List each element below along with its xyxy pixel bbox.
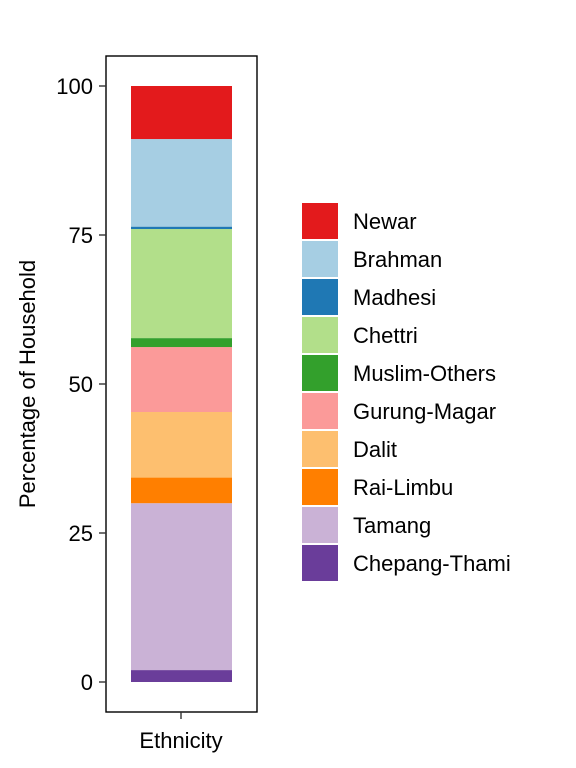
legend-label-chepang-thami: Chepang-Thami xyxy=(353,551,511,576)
legend-label-chettri: Chettri xyxy=(353,323,418,348)
legend-key-chettri xyxy=(302,317,338,353)
legend-key-muslim-others xyxy=(302,355,338,391)
y-tick-label: 0 xyxy=(81,670,93,695)
bar-stack xyxy=(131,86,232,682)
y-tick-label: 75 xyxy=(69,223,93,248)
legend-label-rai-limbu: Rai-Limbu xyxy=(353,475,453,500)
bar-segment-tamang xyxy=(131,503,232,671)
bar-segment-chettri xyxy=(131,229,232,339)
bar-segment-newar xyxy=(131,86,232,140)
y-axis: 0 25 50 75 100 xyxy=(56,74,106,695)
x-tick-label: Ethnicity xyxy=(139,728,222,753)
x-axis: Ethnicity xyxy=(139,712,223,753)
legend-label-dalit: Dalit xyxy=(353,437,397,462)
legend-key-tamang xyxy=(302,507,338,543)
bar-segment-gurung-magar xyxy=(131,347,232,413)
legend-key-chepang-thami xyxy=(302,545,338,581)
legend-label-tamang: Tamang xyxy=(353,513,431,538)
legend-key-madhesi xyxy=(302,279,338,315)
y-axis-title: Percentage of Household xyxy=(15,260,40,508)
bar-segment-dalit xyxy=(131,412,232,478)
legend-label-madhesi: Madhesi xyxy=(353,285,436,310)
y-tick-label: 100 xyxy=(56,74,93,99)
legend-label-muslim-others: Muslim-Others xyxy=(353,361,496,386)
bar-segment-madhesi xyxy=(131,226,232,230)
legend-key-brahman xyxy=(302,241,338,277)
bar-segment-brahman xyxy=(131,139,232,227)
legend-label-brahman: Brahman xyxy=(353,247,442,272)
legend-label-newar: Newar xyxy=(353,209,417,234)
bar-segment-chepang-thami xyxy=(131,670,232,682)
bar-segment-muslim-others xyxy=(131,338,232,348)
bar-segment-rai-limbu xyxy=(131,477,232,504)
y-tick-label: 25 xyxy=(69,521,93,546)
legend-label-gurung-magar: Gurung-Magar xyxy=(353,399,496,424)
legend-key-newar xyxy=(302,203,338,239)
legend: Newar Brahman Madhesi Chettri Muslim-Others G… xyxy=(302,203,511,581)
legend-key-dalit xyxy=(302,431,338,467)
legend-key-gurung-magar xyxy=(302,393,338,429)
legend-key-rai-limbu xyxy=(302,469,338,505)
y-tick-label: 50 xyxy=(69,372,93,397)
